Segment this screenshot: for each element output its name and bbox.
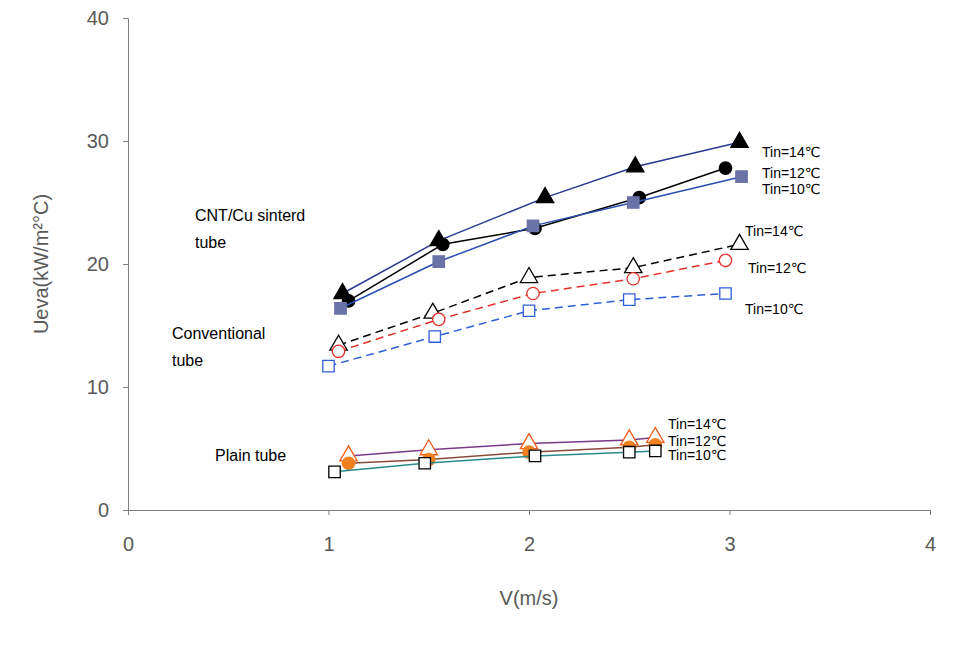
series-marker — [719, 162, 731, 174]
x-tick-label: 1 — [323, 533, 334, 555]
y-axis: 0 10 20 30 40 — [87, 7, 129, 521]
series-marker — [429, 331, 440, 342]
x-tick: 1 — [323, 510, 334, 555]
series-line — [335, 451, 656, 472]
y-axis-title: Ueva(kW/m²°C) — [30, 194, 52, 334]
x-tick: 0 — [123, 510, 134, 555]
series-marker — [627, 273, 639, 285]
series-label: Tin=10℃ — [745, 301, 803, 317]
series-line — [341, 177, 742, 309]
series-marker — [628, 197, 639, 208]
y-tick-label: 30 — [87, 130, 109, 152]
x-tick-label: 2 — [524, 533, 535, 555]
series-marker — [433, 313, 445, 325]
y-tick-mark — [123, 18, 128, 19]
series-line — [329, 294, 726, 367]
series-marker — [342, 457, 354, 469]
x-axis-line — [129, 511, 931, 516]
chart: 01234010203040V(m/s)Ueva(kW/m²°C)Tin=14℃… — [0, 0, 956, 651]
y-tick-mark — [123, 510, 128, 511]
series-label: Tin=10℃ — [762, 181, 820, 197]
series-marker — [335, 303, 346, 314]
y-tick-mark — [123, 141, 128, 142]
series-marker — [529, 450, 540, 461]
series-marker — [437, 238, 449, 250]
y-tick-label: 10 — [87, 376, 109, 398]
x-axis-title: V(m/s) — [500, 587, 559, 609]
x-tick: 3 — [724, 510, 735, 555]
series-marker — [736, 171, 747, 182]
annotation: Plain tube — [215, 447, 286, 464]
y-tick-label: 40 — [87, 7, 109, 29]
y-tick-mark — [123, 264, 128, 265]
x-tick-mark — [730, 510, 731, 515]
x-tick-label: 4 — [925, 533, 936, 555]
x-tick-mark — [529, 510, 530, 515]
x-tick-mark — [930, 510, 931, 515]
annotation: tube — [172, 352, 203, 369]
series-marker — [719, 254, 731, 266]
y-tick-label: 0 — [98, 499, 109, 521]
y-tick: 20 — [87, 253, 128, 275]
y-tick: 40 — [87, 7, 128, 29]
series-marker — [420, 440, 437, 455]
series-label: Tin=10℃ — [668, 447, 726, 463]
series-label: Tin=14℃ — [762, 144, 820, 160]
series-line — [349, 445, 656, 463]
x-tick-label: 3 — [724, 533, 735, 555]
annotation: Conventional — [172, 325, 265, 342]
series-marker — [650, 445, 661, 456]
series-label: Tin=14℃ — [668, 416, 726, 432]
series-marker — [329, 466, 340, 477]
x-tick: 4 — [925, 510, 936, 555]
plot-area — [323, 132, 748, 477]
series-marker — [523, 305, 534, 316]
series-marker — [731, 132, 748, 147]
y-tick-mark — [123, 387, 128, 388]
series-marker — [536, 188, 553, 203]
x-tick-label: 0 — [123, 533, 134, 555]
series-label: Tin=12℃ — [748, 260, 806, 276]
series-line — [339, 244, 740, 345]
annotation: CNT/Cu sinterd — [195, 207, 305, 224]
series-marker — [433, 256, 444, 267]
series-marker — [332, 345, 344, 357]
series-line — [339, 260, 726, 351]
series-marker — [527, 287, 539, 299]
series-label: Tin=12℃ — [762, 165, 820, 181]
series-marker — [323, 360, 334, 371]
series-marker — [720, 288, 731, 299]
y-axis-line — [123, 19, 129, 511]
series-line — [343, 142, 740, 293]
series-marker — [627, 157, 644, 172]
y-tick: 0 — [98, 499, 128, 521]
y-tick-label: 20 — [87, 253, 109, 275]
y-tick: 10 — [87, 376, 128, 398]
series-marker — [624, 446, 635, 457]
series-marker — [624, 294, 635, 305]
x-tick-mark — [329, 510, 330, 515]
series-label: Tin=14℃ — [745, 223, 803, 239]
series-marker — [527, 220, 538, 231]
x-axis: 0 1 2 3 4 — [123, 510, 936, 555]
series-line — [349, 168, 726, 301]
annotation: tube — [195, 234, 226, 251]
series-marker — [520, 268, 537, 283]
x-tick: 2 — [524, 510, 535, 555]
y-tick: 30 — [87, 130, 128, 152]
series-marker — [625, 258, 642, 273]
series-marker — [419, 458, 430, 469]
